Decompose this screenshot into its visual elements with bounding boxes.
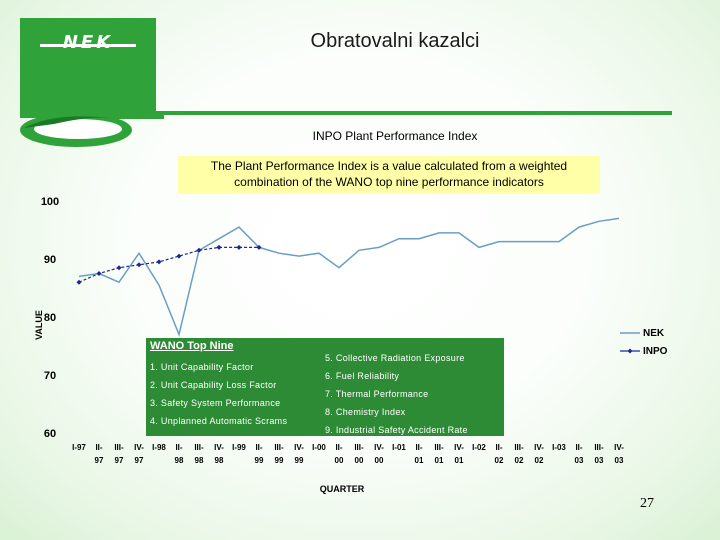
x-tick-label: 97 [135, 456, 144, 465]
x-tick-label: I-99 [232, 443, 246, 452]
data-point-inpo [176, 253, 182, 259]
x-tick-label: 02 [515, 456, 524, 465]
x-axis-label: QUARTER [320, 484, 365, 494]
data-point-inpo [216, 244, 222, 250]
x-tick-label: 99 [255, 456, 264, 465]
legend-label-inpo: INPO [643, 346, 668, 357]
x-tick-label: IV- [214, 443, 224, 452]
x-tick-label: 03 [615, 456, 624, 465]
x-tick-label: III- [594, 443, 604, 452]
x-tick-label: II- [495, 443, 502, 452]
x-tick-label: IV- [374, 443, 384, 452]
logo: NEK [20, 18, 156, 118]
data-point-inpo [156, 259, 162, 265]
series-line-nek [78, 217, 620, 337]
wano-item-1: 1. Unit Capability Factor [150, 362, 254, 372]
page-number: 27 [640, 496, 654, 511]
x-tick-label: II- [335, 443, 342, 452]
data-point-inpo [96, 271, 102, 276]
x-tick-label: 02 [535, 456, 544, 465]
wano-legend-divider [320, 338, 325, 436]
x-tick-label: III- [434, 443, 444, 452]
data-point-inpo [116, 265, 122, 271]
x-tick-label: 98 [175, 456, 184, 465]
legend-marker-inpo [627, 348, 633, 354]
x-tick-label: I-02 [472, 443, 486, 452]
x-tick-label: III- [114, 443, 124, 452]
wano-item-2: 2. Unit Capability Loss Factor [150, 380, 277, 390]
x-tick-label: II- [575, 443, 582, 452]
x-tick-label: 02 [495, 456, 504, 465]
x-tick-label: III- [274, 443, 284, 452]
data-point-inpo [196, 247, 202, 253]
wano-item-6: 6. Fuel Reliability [325, 371, 400, 381]
x-tick-label: I-01 [392, 443, 406, 452]
series-line-inpo [78, 246, 259, 283]
logo-stripe [40, 44, 136, 47]
legend-label-nek: NEK [643, 328, 665, 339]
x-tick-label: II- [175, 443, 182, 452]
x-tick-label: 01 [435, 456, 444, 465]
x-tick-label: 00 [335, 456, 344, 465]
chart-title: INPO Plant Performance Index [312, 129, 478, 143]
x-tick-label: 98 [215, 456, 224, 465]
wano-item-3: 3. Safety System Performance [150, 398, 281, 408]
wano-item-8: 8. Chemistry Index [325, 407, 406, 417]
wano-item-7: 7. Thermal Performance [325, 389, 429, 399]
x-tick-label: 03 [575, 456, 584, 465]
x-tick-label: 01 [455, 456, 464, 465]
y-tick-label: 60 [44, 428, 56, 440]
x-tick-label: 97 [95, 456, 104, 465]
wano-item-4: 4. Unplanned Automatic Scrams [150, 416, 288, 426]
y-axis-label: VALUE [34, 310, 44, 340]
x-tick-label: 01 [415, 456, 424, 465]
data-point-inpo [136, 262, 142, 268]
y-tick-label: 80 [44, 312, 56, 324]
x-tick-label: 00 [355, 456, 364, 465]
x-tick-label: IV- [614, 443, 624, 452]
x-tick-label: I-03 [552, 443, 566, 452]
y-tick-label: 100 [41, 196, 59, 208]
x-tick-label: IV- [454, 443, 464, 452]
wano-item-5: 5. Collective Radiation Exposure [325, 353, 465, 363]
data-point-inpo [236, 244, 242, 250]
header-divider [102, 111, 672, 115]
data-point-inpo [76, 279, 82, 285]
wano-legend-title: WANO Top Nine [150, 340, 234, 352]
x-tick-label: 99 [275, 456, 284, 465]
logo-swoosh-icon [20, 113, 164, 147]
wano-item-9: 9. Industrial Safety Accident Rate [325, 425, 468, 435]
wano-legend-box [146, 338, 504, 436]
x-tick-label: 00 [375, 456, 384, 465]
y-tick-label: 90 [44, 254, 56, 266]
x-tick-label: III- [194, 443, 204, 452]
x-tick-label: IV- [294, 443, 304, 452]
x-tick-label: II- [415, 443, 422, 452]
x-tick-label: II- [255, 443, 262, 452]
x-tick-label: 97 [115, 456, 124, 465]
x-tick-label: 98 [195, 456, 204, 465]
x-tick-label: 03 [595, 456, 604, 465]
page-title: Obratovalni kazalci [310, 30, 480, 52]
x-tick-label: IV- [534, 443, 544, 452]
x-tick-label: I-98 [152, 443, 166, 452]
x-tick-label: II- [95, 443, 102, 452]
x-tick-label: I-97 [72, 443, 86, 452]
logo-text: NEK [62, 32, 114, 53]
x-tick-label: III- [354, 443, 364, 452]
chart-note: The Plant Performance Index is a value c… [178, 156, 600, 194]
x-tick-label: III- [514, 443, 524, 452]
x-tick-label: 99 [295, 456, 304, 465]
y-tick-label: 70 [44, 370, 56, 382]
data-point-inpo [256, 244, 262, 250]
x-tick-label: IV- [134, 443, 144, 452]
x-tick-label: I-00 [312, 443, 326, 452]
